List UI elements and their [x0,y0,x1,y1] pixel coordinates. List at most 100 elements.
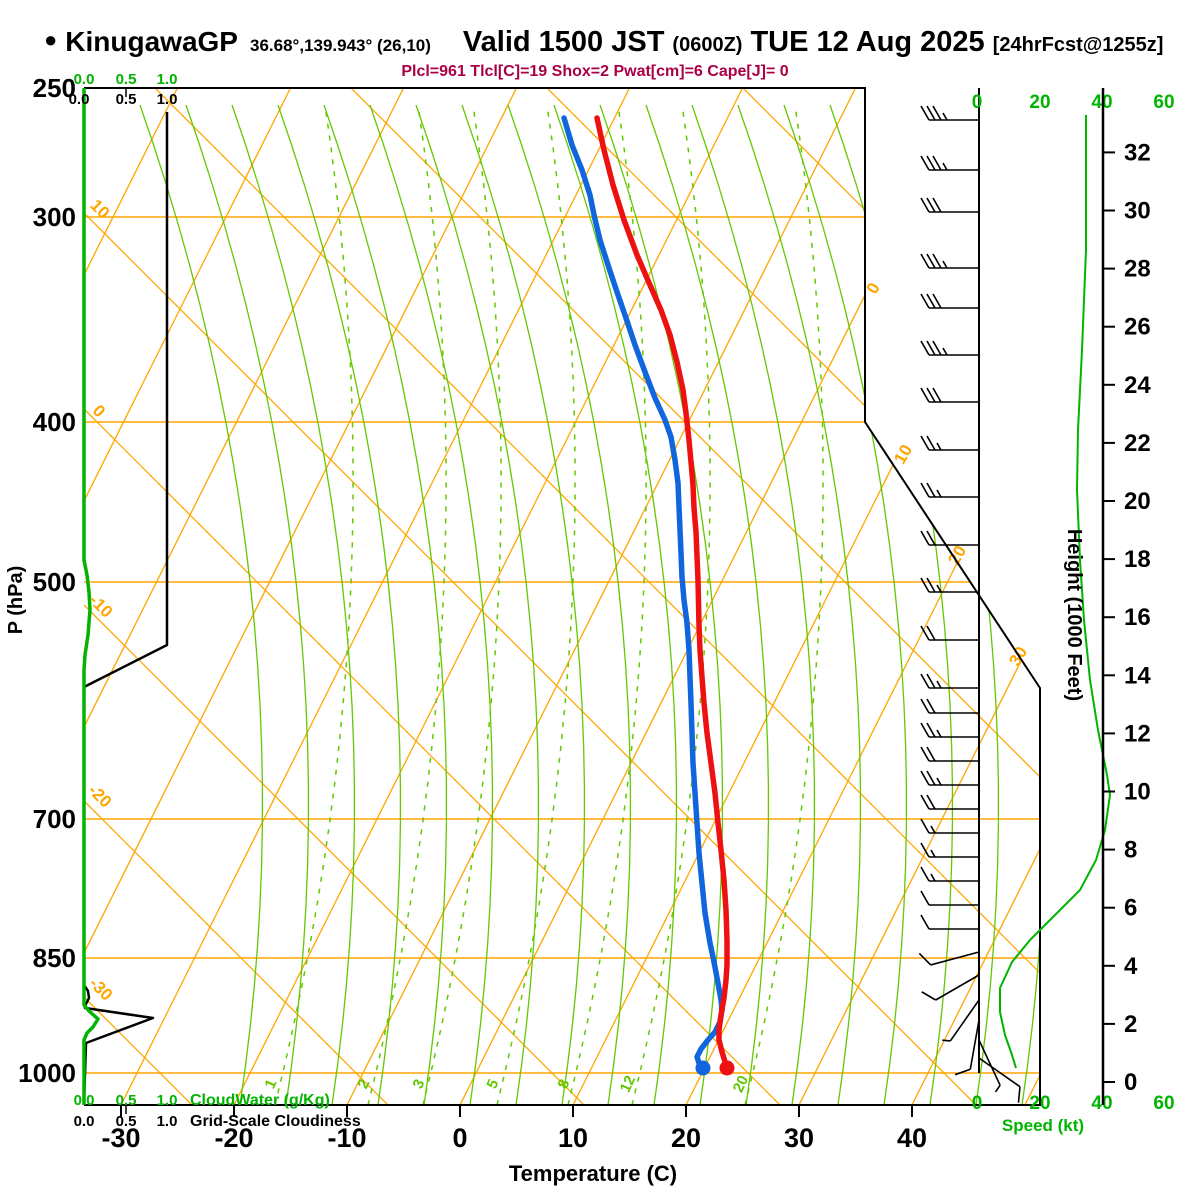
wind-barb [920,794,979,810]
wind-barb [920,625,979,641]
wind-barb-feather [920,770,930,786]
wind-barb [920,387,979,403]
height-axis-tick-label: 10 [1124,779,1151,806]
valid-time-utc: (0600Z) [672,34,743,56]
temp-axis-tick-label: 30 [784,1123,814,1153]
temperature-surface-dot [719,1060,735,1076]
wind-barb-half-feather [930,849,936,858]
dry-adiabat-line [84,408,1040,1105]
temp-axis-tick-label: 10 [558,1123,588,1153]
wind-barb-feather [920,253,930,269]
isotherm-line [798,88,1040,1105]
temp-axis-tick-label: -20 [214,1123,253,1153]
pressure-axis-tick-label: 250 [33,73,76,103]
wind-barb-half-feather [936,777,942,786]
moist-adiabat-line [185,104,310,1105]
isotherm-line [911,88,1040,1105]
dry-adiabat-label: -30 [85,974,116,1005]
wind-barb-half-feather [942,1039,951,1042]
cloudiness-scale-bottom: 0.0 [74,1113,95,1130]
wind-barb-feather [926,577,936,593]
wind-barb-feather [920,722,930,738]
wind-barb-feather [932,340,942,356]
wind-barb [920,293,979,309]
wind-barb-feather [918,952,932,966]
dry-adiabat-line [84,1193,1200,1200]
moist-adiabat-line [369,104,494,1105]
dry-adiabat-line [84,604,1040,1105]
mixing-ratio-label: 3 [409,1077,428,1092]
wind-barb-feather [932,387,942,403]
wind-barb-feather [920,673,930,689]
cloudiness-scale-bottom: 1.0 [157,1113,178,1130]
cloudwater-scale-bottom: 0.5 [116,1092,137,1109]
wind-barb-feather [926,482,936,498]
dry-adiabat-label: 10 [86,196,113,223]
isotherm-line [84,88,292,1105]
cloudiness-scale-top: 1.0 [157,91,178,108]
dry-adiabat-line [84,88,1040,1105]
wind-barb [920,155,979,171]
wind-barb-feather [932,293,942,309]
cloudwater-scale-top: 1.0 [157,71,178,88]
wind-barb-half-feather [930,873,936,882]
wind-barb-half-feather [942,162,948,171]
height-axis-tick-label: 22 [1124,430,1151,457]
mixing-ratio-line [744,104,824,1105]
wind-barb [920,866,979,882]
speed-scale-top-label: 60 [1153,92,1174,113]
chart-header: ● KinugawaGP 36.68°,139.943° (26,10) Val… [44,26,1163,59]
wind-barb-feather [932,253,942,269]
moist-adiabat-line [415,104,540,1105]
pressure-axis-tick-label: 300 [33,202,76,232]
wind-barb-feather [926,698,936,714]
wind-barb-half-feather [936,680,942,689]
wind-barb [918,951,980,966]
dry-adiabat-line [84,212,1040,1105]
cloudiness-scale-top: 0.5 [116,91,137,108]
mixing-ratio-line [631,104,711,1105]
station-bullet-icon: ● [44,27,58,52]
moist-adiabat-line [507,104,632,1105]
height-axis-tick-label: 4 [1124,953,1138,980]
wind-barb [920,435,979,451]
wind-barb [920,914,979,930]
moist-adiabat-line [737,104,862,1105]
temperature-profile [594,115,730,1071]
mixing-ratio-line [367,104,447,1105]
wind-barb [920,842,979,858]
mixing-ratio-line [567,104,647,1105]
height-axis-tick-label: 28 [1124,256,1151,283]
isotherm-line [84,88,518,1105]
wind-barb [920,105,979,121]
cloud-water-profile [82,88,100,1105]
speed-scale-bottom-label: 60 [1153,1093,1174,1114]
wind-barb-feather [926,435,936,451]
wind-barb [920,340,979,356]
moist-adiabat-line [323,104,448,1105]
wind-barb [978,1039,1001,1093]
mixing-ratio-label: 1 [261,1077,280,1092]
wind-barb-feather [926,770,936,786]
height-axis-tick-label: 16 [1124,604,1151,631]
isotherm-label: 20 [944,542,970,568]
wind-speed-profile [999,115,1111,1069]
wind-barb-feather [926,293,936,309]
isotherm-line [346,88,857,1105]
wind-barb-feather [920,293,930,309]
wind-barb [942,999,980,1042]
isotherm-line [120,88,631,1105]
isotherm-line [1024,88,1040,1105]
moist-adiabat-line [921,104,1040,1105]
wind-barb-feather [926,673,936,689]
wind-barb-feather [926,625,936,641]
isotherm-line [84,88,179,1105]
wind-barb-feather [920,482,930,498]
moist-adiabat-line [783,104,908,1105]
isotherm-label: 10 [890,441,916,467]
height-axis-tick-label: 8 [1124,837,1137,864]
wind-barb-feather [920,340,930,356]
wind-barb [920,698,979,714]
